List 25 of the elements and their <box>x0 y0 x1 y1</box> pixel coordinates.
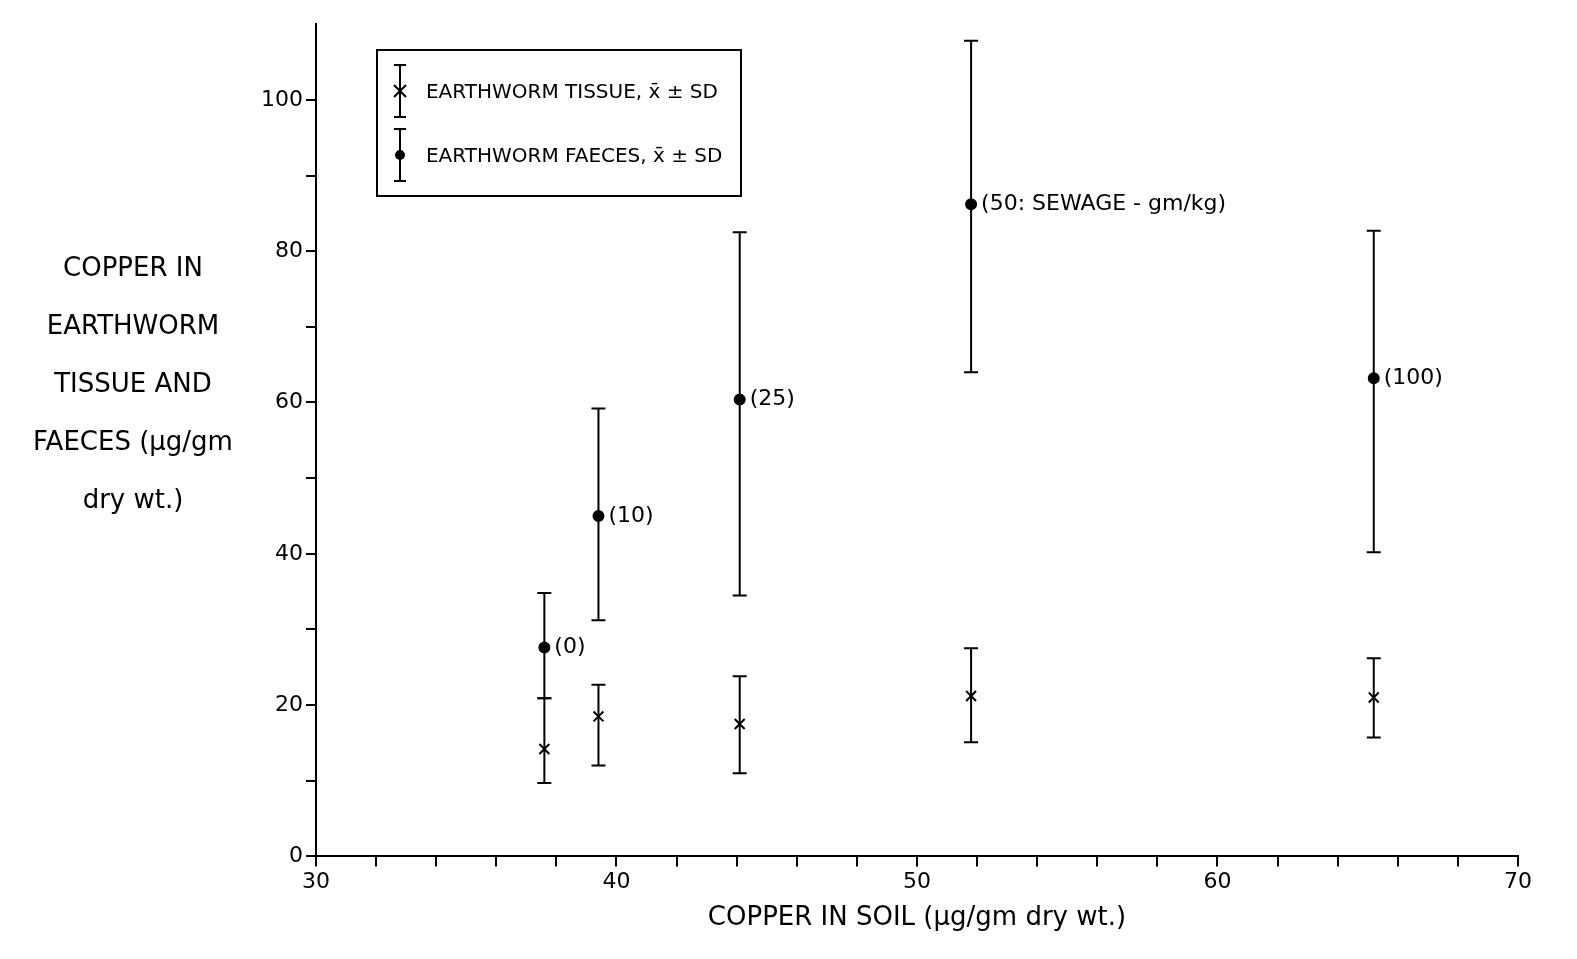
x-tick-label: 60 <box>1203 868 1232 894</box>
annotation: (50: SEWAGE - gm/kg) <box>981 189 1227 215</box>
y-tick-label: 40 <box>274 539 303 565</box>
annotation: (100) <box>1383 363 1443 389</box>
x-tick-label: 50 <box>903 868 931 894</box>
point <box>1367 691 1380 704</box>
point <box>733 718 746 730</box>
x-tick-label: 70 <box>1504 868 1532 894</box>
y-axis-title: COPPER IN EARTHWORM TISSUE AND FAECES (µg/gm dry wt.) <box>32 251 234 516</box>
x-axis-title: COPPER IN SOIL (µg/gm dry wt.) <box>707 901 1127 932</box>
x-tick-label: 30 <box>301 868 330 894</box>
y-tick-label: 60 <box>274 388 303 414</box>
y-tick-label: 80 <box>274 236 303 262</box>
y-tick-label: 100 <box>260 85 303 111</box>
legend-label: EARTHWORM TISSUE, x̄ ± SD <box>425 79 718 104</box>
point <box>965 690 978 702</box>
legend-label: EARTHWORM FAECES, x̄ ± SD <box>425 143 723 168</box>
annotation: (10) <box>608 501 654 527</box>
point <box>592 710 605 723</box>
annotation: (0) <box>554 633 586 659</box>
annotation: (25) <box>749 385 795 411</box>
point <box>538 743 551 755</box>
x-tick-label: 40 <box>602 868 631 894</box>
y-tick-label: 20 <box>274 690 303 716</box>
y-tick-label: 0 <box>288 842 303 868</box>
